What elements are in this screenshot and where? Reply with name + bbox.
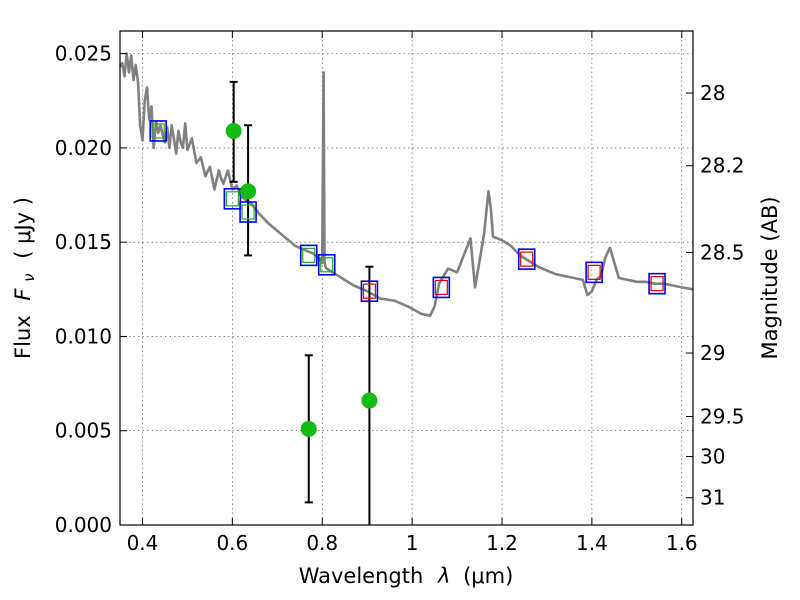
x-tick-label: 1.6 xyxy=(666,531,698,555)
plot-background xyxy=(120,31,693,525)
plot-frame xyxy=(119,30,694,526)
y-tick-label: 0.005 xyxy=(55,419,112,443)
observed-point xyxy=(361,392,378,409)
x-axis-symbol: λ xyxy=(437,564,450,588)
x-axis-label: Wavelength xyxy=(299,564,424,588)
y-axis-subscript: ν xyxy=(20,273,38,281)
x-axis-unit: (μm) xyxy=(463,564,513,588)
x-axis-title: Wavelength λ (μm) xyxy=(299,564,514,588)
y2-tick-label: 30 xyxy=(700,445,725,469)
y-axis-title: Flux F ν ( μJy ) xyxy=(11,197,39,359)
y-axis-label: Flux xyxy=(11,315,35,359)
observed-point xyxy=(225,122,242,139)
y-tick-label: 0.025 xyxy=(55,42,112,66)
observed-point xyxy=(240,183,257,200)
synthetic-square-ir xyxy=(517,248,536,270)
synthetic-square-ir-inner xyxy=(587,264,601,280)
x-tick-label: 1.4 xyxy=(576,531,608,555)
synthetic-square-ir-inner xyxy=(520,251,534,267)
synthetic-square xyxy=(317,254,336,276)
y2-tick-label: 29 xyxy=(700,341,725,365)
synthetic-square xyxy=(299,244,318,267)
synthetic-photometry-squares xyxy=(149,120,666,302)
y2-tick-label: 28 xyxy=(700,81,725,105)
y2-tick-label: 29.5 xyxy=(700,405,745,429)
x-tick-label: 0.4 xyxy=(127,531,159,555)
observed-point xyxy=(300,420,317,437)
synthetic-square-ir xyxy=(585,261,603,284)
y2-tick-label: 31 xyxy=(700,486,725,510)
x-tick-label: 0.6 xyxy=(216,531,248,555)
synthetic-square-ir xyxy=(360,280,379,302)
model-sed-polyline xyxy=(118,52,694,318)
y-axis-unit: ( μJy ) xyxy=(11,197,35,259)
y-tick-label: 0.010 xyxy=(55,324,112,348)
x-tick-label: 0.8 xyxy=(306,531,338,555)
observed-photometry-points xyxy=(225,122,378,437)
synthetic-square-ir-inner xyxy=(650,276,664,292)
y2-axis-title: Magnitude (AB) xyxy=(758,196,782,359)
synthetic-square-ir xyxy=(432,276,451,299)
y-tick-label: 0.015 xyxy=(55,230,112,254)
y-tick-label: 0.020 xyxy=(55,136,112,160)
y2-axis-ticks: 28 28.2 28.5 29 29.5 30 31 xyxy=(686,81,745,510)
model-sed-line xyxy=(118,52,694,318)
y2-tick-label: 28.5 xyxy=(700,240,745,264)
y-axis-symbol: F xyxy=(11,288,35,301)
synthetic-square-inner xyxy=(302,247,316,263)
x-tick-label: 1.2 xyxy=(486,531,518,555)
synthetic-square-ir-inner xyxy=(362,283,377,299)
synthetic-square xyxy=(239,201,257,223)
synthetic-square xyxy=(223,188,242,210)
x-tick-label: 1 xyxy=(406,531,419,555)
synthetic-square xyxy=(149,120,167,142)
synthetic-square-inner xyxy=(320,257,334,273)
y-axis-ticks: 0.000 0.005 0.010 0.015 0.020 0.025 xyxy=(55,42,127,537)
y2-tick-label: 28.2 xyxy=(700,154,745,178)
synthetic-square-ir xyxy=(648,272,666,295)
synthetic-square-inner xyxy=(225,191,239,207)
synthetic-square-inner xyxy=(241,204,255,220)
x-axis-ticks: 0.4 0.6 0.8 1 1.2 1.4 1.6 xyxy=(127,31,698,555)
synthetic-square-inner xyxy=(151,123,165,139)
synthetic-square-ir-inner xyxy=(434,279,448,296)
y-tick-label: 0.000 xyxy=(55,513,112,537)
